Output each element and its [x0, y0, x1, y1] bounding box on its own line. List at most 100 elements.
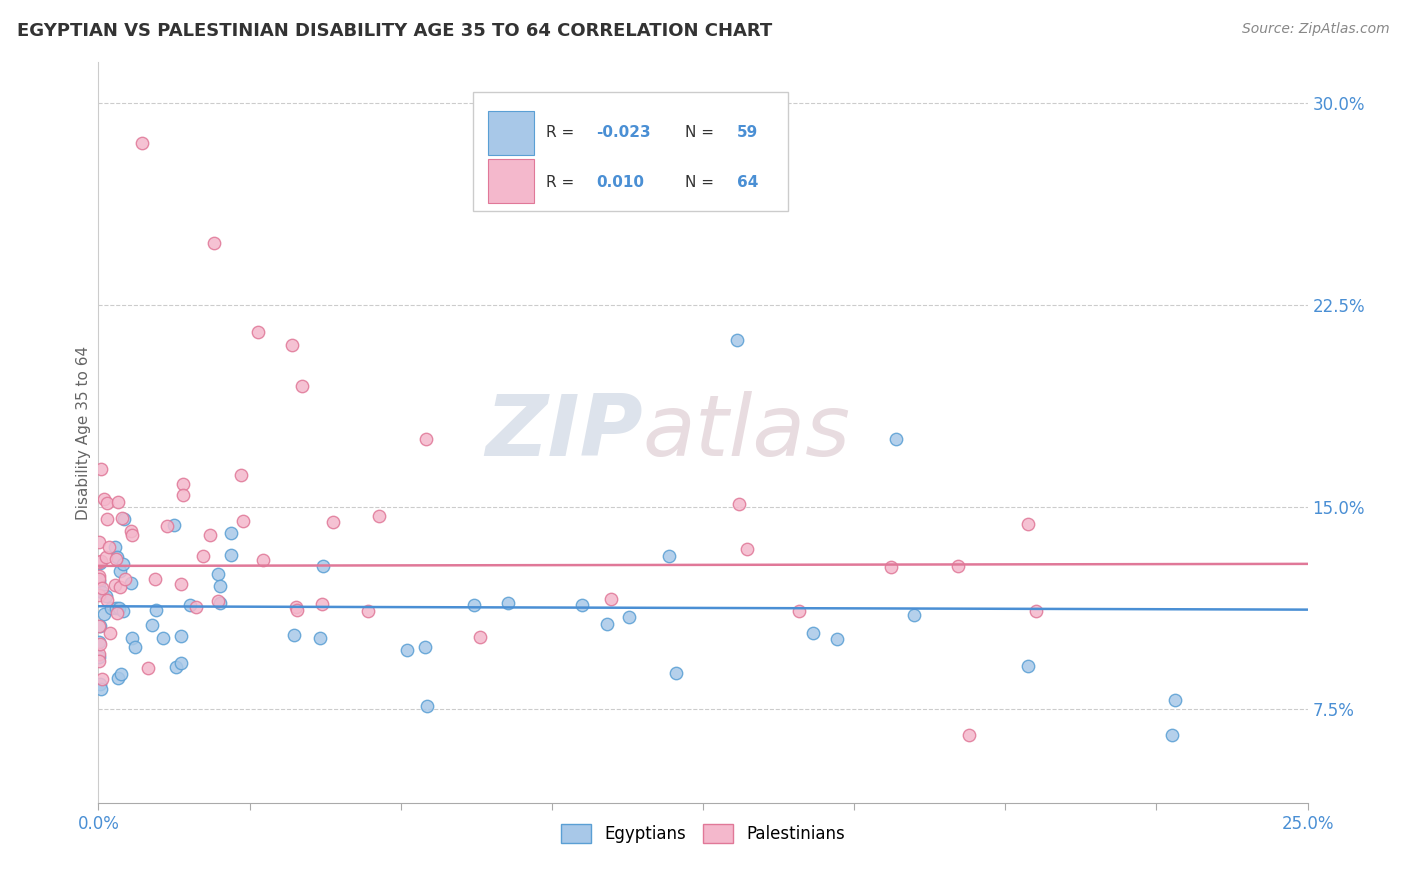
Point — [90, 682, 112, 697]
Point — [946, 558, 969, 573]
Point — [468, 630, 491, 644]
Point — [825, 632, 848, 646]
Point — [1164, 693, 1187, 707]
Point — [87, 647, 110, 661]
Point — [98, 626, 121, 640]
Point — [110, 667, 132, 681]
Point — [141, 618, 163, 632]
Legend: Egyptians, Palestinians: Egyptians, Palestinians — [554, 817, 852, 850]
Point — [107, 494, 129, 508]
Point — [309, 631, 332, 645]
Point — [170, 576, 193, 591]
Point — [416, 698, 439, 713]
Point — [728, 496, 751, 510]
Point — [105, 549, 128, 564]
Point — [121, 528, 143, 542]
Point — [110, 564, 132, 578]
Point — [120, 524, 142, 538]
Text: N =: N = — [685, 125, 718, 140]
Point — [87, 572, 110, 586]
Point — [207, 566, 229, 581]
FancyBboxPatch shape — [474, 92, 787, 211]
Point — [1161, 729, 1184, 743]
Point — [111, 511, 134, 525]
Point — [284, 599, 307, 614]
Point — [87, 574, 110, 589]
Point — [396, 643, 419, 657]
Point — [96, 592, 118, 607]
Point — [198, 528, 221, 542]
Point — [219, 526, 242, 541]
Point — [104, 578, 127, 592]
Point — [98, 540, 121, 554]
Point — [121, 632, 143, 646]
Point — [463, 599, 485, 613]
Point — [357, 604, 380, 618]
Point — [170, 656, 193, 670]
Point — [87, 554, 110, 568]
Point — [367, 508, 389, 523]
Point — [252, 552, 274, 566]
FancyBboxPatch shape — [488, 159, 534, 203]
Point — [104, 540, 127, 554]
Point — [179, 598, 201, 612]
Point — [91, 582, 114, 596]
Point — [165, 660, 187, 674]
Point — [89, 650, 111, 665]
Point — [87, 569, 110, 583]
Text: ZIP: ZIP — [485, 391, 643, 475]
Point — [112, 512, 135, 526]
Point — [89, 618, 111, 632]
Point — [96, 496, 118, 510]
Point — [87, 577, 110, 591]
Point — [96, 512, 118, 526]
Point — [152, 631, 174, 645]
Text: -0.023: -0.023 — [596, 125, 651, 140]
Point — [105, 606, 128, 620]
Point — [281, 338, 304, 352]
Point — [163, 518, 186, 533]
Point — [90, 584, 112, 599]
Point — [90, 554, 112, 568]
Point — [91, 672, 114, 686]
Point — [87, 535, 110, 549]
Point — [93, 492, 115, 507]
Point — [285, 603, 308, 617]
Point — [104, 600, 127, 615]
Point — [96, 549, 118, 564]
Point — [131, 136, 153, 151]
Point — [232, 515, 254, 529]
Point — [204, 235, 226, 250]
Point — [312, 559, 335, 574]
Text: R =: R = — [546, 125, 579, 140]
Point — [1017, 659, 1039, 673]
Text: atlas: atlas — [643, 391, 851, 475]
Point — [1025, 604, 1047, 618]
Point — [89, 557, 111, 571]
Point — [89, 677, 111, 691]
Point — [105, 552, 128, 566]
Point — [886, 433, 908, 447]
Point — [311, 598, 333, 612]
Point — [619, 610, 641, 624]
Point — [89, 637, 111, 651]
Point — [803, 625, 825, 640]
Point — [207, 594, 229, 608]
Point — [290, 378, 312, 392]
Point — [957, 729, 980, 743]
Point — [114, 572, 136, 586]
Point — [219, 548, 242, 562]
Point — [735, 541, 758, 556]
Point — [1017, 516, 1039, 531]
Point — [209, 596, 232, 610]
Point — [170, 630, 193, 644]
Point — [112, 557, 135, 571]
Text: 0.010: 0.010 — [596, 175, 644, 190]
Point — [156, 519, 179, 533]
Point — [283, 627, 305, 641]
Point — [89, 654, 111, 668]
Point — [571, 598, 593, 612]
Point — [90, 462, 112, 476]
Point — [322, 515, 344, 529]
Point — [143, 572, 166, 586]
